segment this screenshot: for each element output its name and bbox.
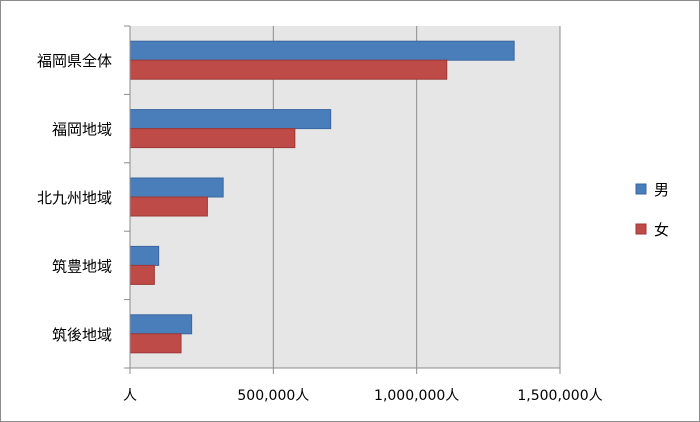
axes [124,25,561,374]
bar-male [129,245,160,266]
category-label: 筑豊地域 [52,257,112,275]
legend-swatch [635,223,647,235]
category-label: 福岡地域 [52,121,112,139]
bar-female [129,333,182,354]
bar-male [129,40,515,61]
x-tick-label: 人 [123,388,137,404]
x-tick-labels: 人 500,000人 1,000,000人 1,500,000人 [123,388,603,404]
legend: 男女 [635,181,669,239]
bars [129,40,515,354]
bar-female [129,128,296,149]
bar-female [129,59,448,80]
bar-female [129,264,155,285]
x-tick-label: 500,000人 [237,388,309,404]
category-label: 筑後地域 [52,326,112,344]
legend-label: 女 [654,221,669,239]
legend-swatch [635,183,647,195]
bar-female [129,196,208,217]
bar-male [129,177,224,198]
x-tick-label: 1,500,000人 [517,388,602,404]
category-label: 北九州地域 [37,189,112,207]
legend-label: 男 [654,181,669,199]
x-tick-label: 1,000,000人 [374,388,459,404]
bar-male [129,109,332,130]
bar-male [129,314,193,335]
category-label: 福岡県全体 [37,52,112,70]
gridlines [272,26,561,368]
